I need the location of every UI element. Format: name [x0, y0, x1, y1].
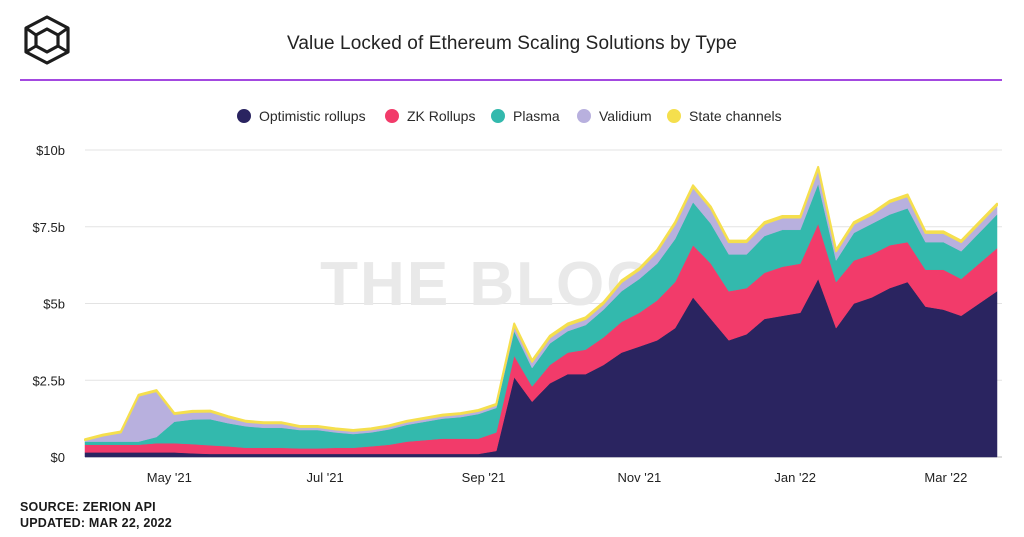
y-tick-label: $0 [51, 450, 65, 465]
source-note: SOURCE: ZERION API [20, 500, 156, 514]
x-tick-label: Jan '22 [774, 470, 816, 485]
x-tick-label: Nov '21 [618, 470, 662, 485]
legend-swatch [237, 109, 251, 123]
y-tick-label: $7.5b [32, 220, 65, 235]
legend-label: Optimistic rollups [259, 108, 366, 124]
legend-item-zk-rollups[interactable]: ZK Rollups [385, 108, 475, 124]
legend-item-state-channels[interactable]: State channels [667, 108, 782, 124]
x-tick-label: May '21 [147, 470, 192, 485]
legend-item-validium[interactable]: Validium [577, 108, 652, 124]
updated-note: UPDATED: MAR 22, 2022 [20, 516, 172, 530]
legend-swatch [667, 109, 681, 123]
y-tick-label: $5b [43, 297, 65, 312]
chart-legend: Optimistic rollups ZK Rollups Plasma Val… [0, 108, 1024, 130]
chart-title: Value Locked of Ethereum Scaling Solutio… [286, 33, 737, 54]
area-series [84, 165, 998, 458]
y-tick-label: $10b [36, 143, 65, 158]
legend-swatch [491, 109, 505, 123]
legend-label: Plasma [513, 108, 560, 124]
area-state-channels [84, 165, 998, 442]
x-tick-label: Mar '22 [924, 470, 967, 485]
x-tick-label: Jul '21 [307, 470, 344, 485]
legend-swatch [385, 109, 399, 123]
legend-item-plasma[interactable]: Plasma [491, 108, 560, 124]
legend-label: Validium [599, 108, 652, 124]
legend-item-optimistic-rollups[interactable]: Optimistic rollups [237, 108, 366, 124]
x-tick-label: Sep '21 [462, 470, 506, 485]
cube-logo-icon [24, 15, 70, 65]
title-divider [20, 79, 1002, 81]
legend-label: ZK Rollups [407, 108, 476, 124]
legend-label: State channels [689, 108, 782, 124]
y-tick-label: $2.5b [32, 373, 65, 388]
x-axis: May '21 Jul '21 Sep '21 Nov '21 Jan '22 Mar '… [147, 470, 968, 485]
y-axis: $0 $2.5b $5b $7.5b $10b [32, 143, 65, 465]
legend-swatch [577, 109, 591, 123]
